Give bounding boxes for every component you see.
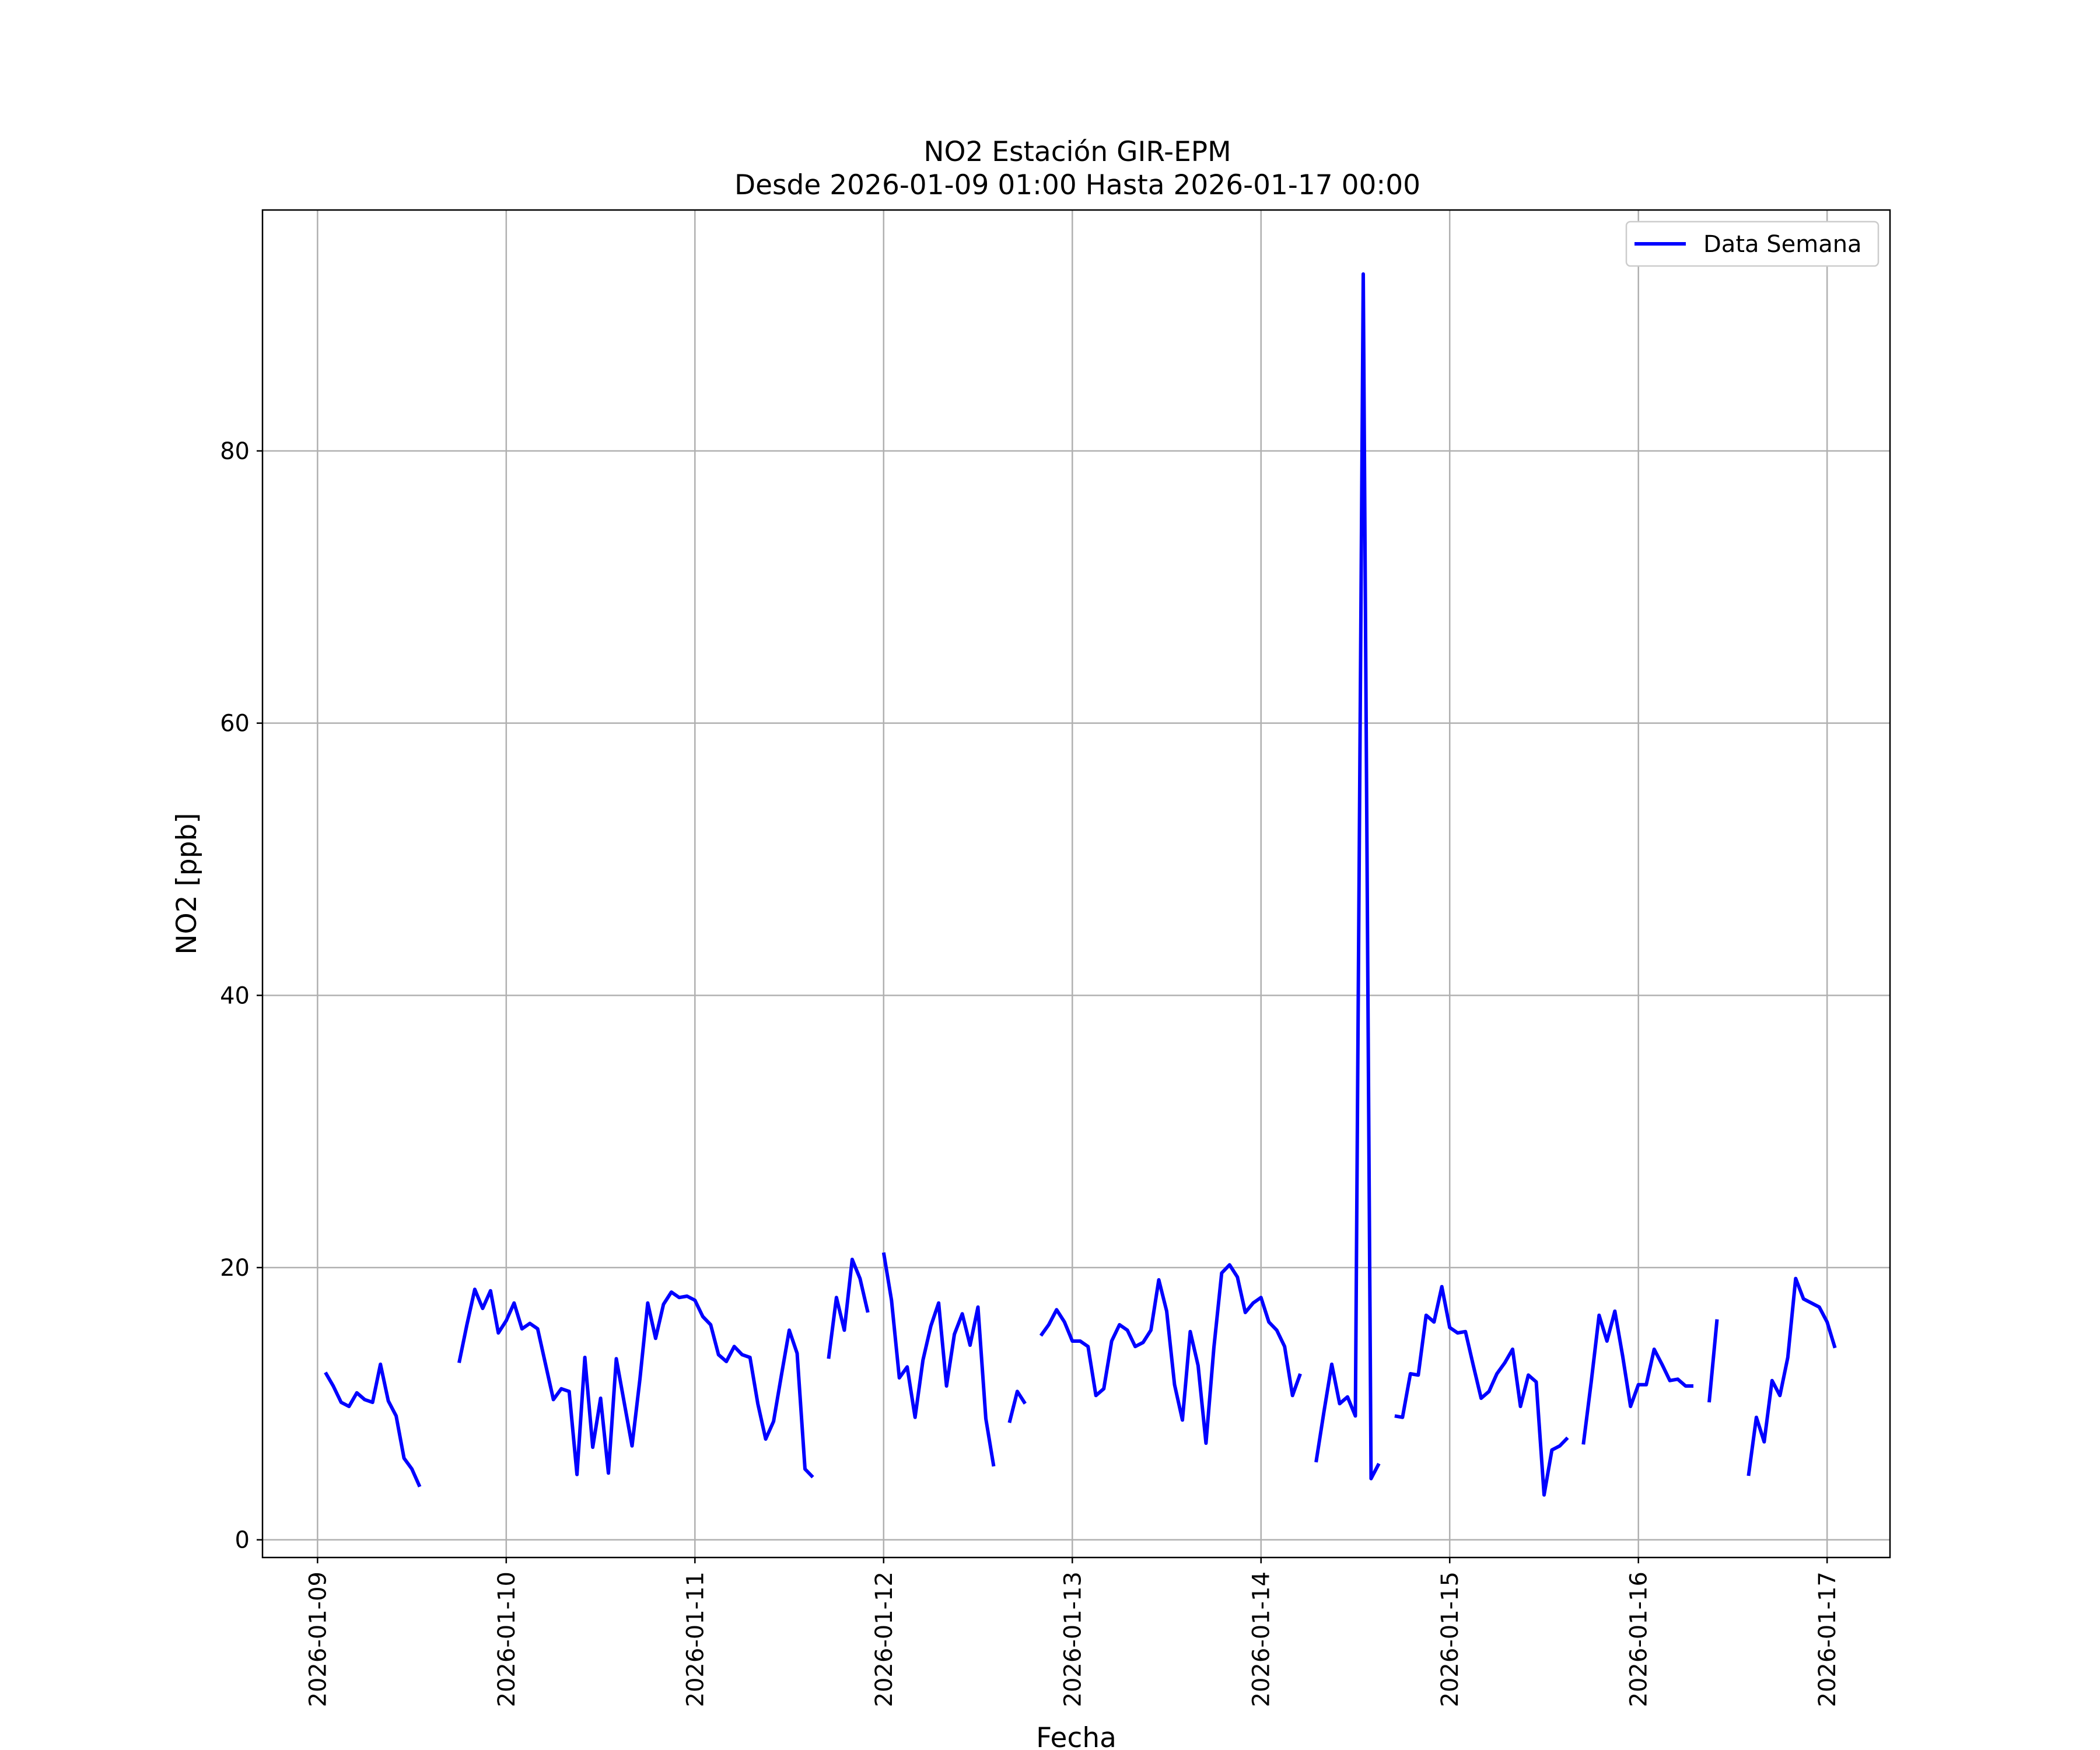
y-axis: 0 20 40 60 80	[220, 438, 262, 1554]
x-tick-label: 2026-01-12	[871, 1572, 898, 1707]
x-tick-label: 2026-01-13	[1059, 1572, 1086, 1707]
x-tick-label: 2026-01-11	[682, 1572, 709, 1707]
x-tick-label: 2026-01-15	[1437, 1572, 1464, 1707]
x-tick-label: 2026-01-16	[1626, 1572, 1653, 1707]
x-tick-label: 2026-01-17	[1814, 1572, 1841, 1707]
y-tick-label: 60	[220, 710, 250, 737]
y-tick-label: 20	[220, 1255, 250, 1282]
series-line-segment	[1007, 1390, 1027, 1423]
chart-subtitle: Desde 2026-01-09 01:00 Hasta 2026-01-17 …	[734, 169, 1420, 201]
series-line-segment	[827, 1258, 870, 1359]
x-axis-label: Fecha	[1036, 1722, 1116, 1750]
series-layer	[324, 272, 1837, 1497]
series-line-segment	[881, 1252, 996, 1467]
x-tick-label: 2026-01-09	[304, 1572, 331, 1707]
series-line-segment	[1039, 1263, 1302, 1445]
legend: Data Semana	[1625, 220, 1880, 267]
x-tick-label: 2026-01-14	[1248, 1572, 1275, 1707]
x-axis: 2026-01-09 2026-01-10 2026-01-11 2026-01-12…	[304, 1558, 1841, 1707]
chart-title: NO2 Estación GIR-EPM	[923, 136, 1231, 168]
series-line-segment	[1707, 1319, 1719, 1403]
plot-area-frame	[261, 209, 1891, 1559]
series-line-segment	[1581, 1309, 1693, 1445]
series-line-segment	[1394, 1284, 1569, 1497]
x-tick-label: 2026-01-10	[494, 1572, 520, 1707]
y-tick-label: 0	[235, 1527, 250, 1554]
y-tick-label: 40	[220, 982, 250, 1009]
series-line-segment	[324, 1362, 422, 1488]
series-line-segment	[1314, 272, 1381, 1480]
series-line-segment	[457, 1287, 814, 1479]
legend-label: Data Semana	[1703, 231, 1862, 258]
grid	[262, 210, 1890, 1558]
series-line-segment	[1746, 1276, 1837, 1476]
y-axis-label: NO2 [ppb]	[171, 813, 203, 954]
legend-box	[1625, 220, 1880, 267]
y-tick-label: 80	[220, 438, 250, 465]
